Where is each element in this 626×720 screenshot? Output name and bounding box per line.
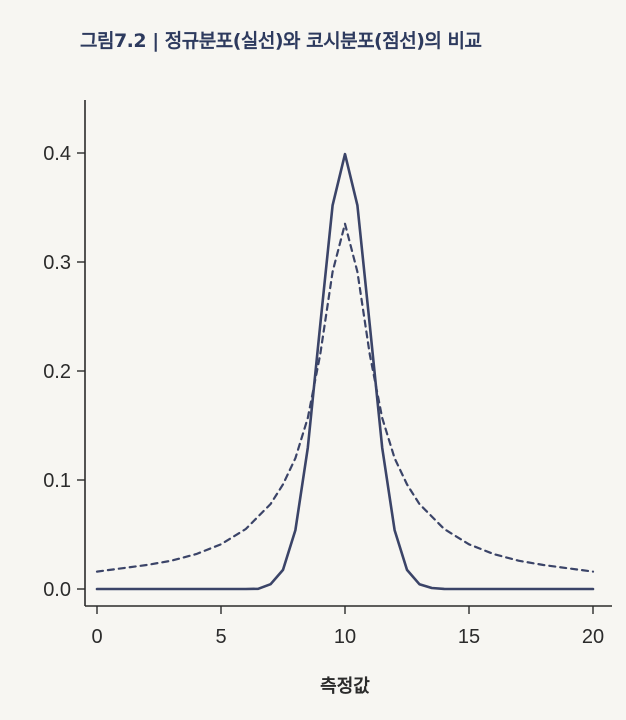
chart-title: 그림7.2 | 정규분포(실선)와 코시분포(점선)의 비교	[80, 30, 482, 52]
x-tick-label: 20	[582, 626, 604, 648]
plot-area	[95, 152, 595, 591]
x-ticks: 0 5 10 15 20	[91, 606, 604, 648]
y-tick-label: 0.1	[43, 470, 71, 492]
x-axis-title: 측정값	[320, 676, 370, 697]
cauchy-distribution-line	[95, 222, 595, 573]
y-tick-label: 0.0	[43, 579, 71, 601]
x-axis: 0 5 10 15 20	[85, 605, 612, 648]
y-ticks: 0.0 0.1 0.2 0.3 0.4	[43, 143, 85, 601]
x-tick-label: 10	[334, 626, 356, 648]
x-tick-label: 15	[458, 626, 480, 648]
x-tick-label: 0	[91, 626, 102, 648]
y-tick-label: 0.3	[43, 252, 71, 274]
x-tick-label: 5	[215, 626, 226, 648]
y-tick-label: 0.2	[43, 361, 71, 383]
normal-distribution-line	[95, 152, 595, 591]
y-tick-label: 0.4	[43, 143, 71, 165]
y-axis: 0.0 0.1 0.2 0.3 0.4	[43, 100, 86, 606]
